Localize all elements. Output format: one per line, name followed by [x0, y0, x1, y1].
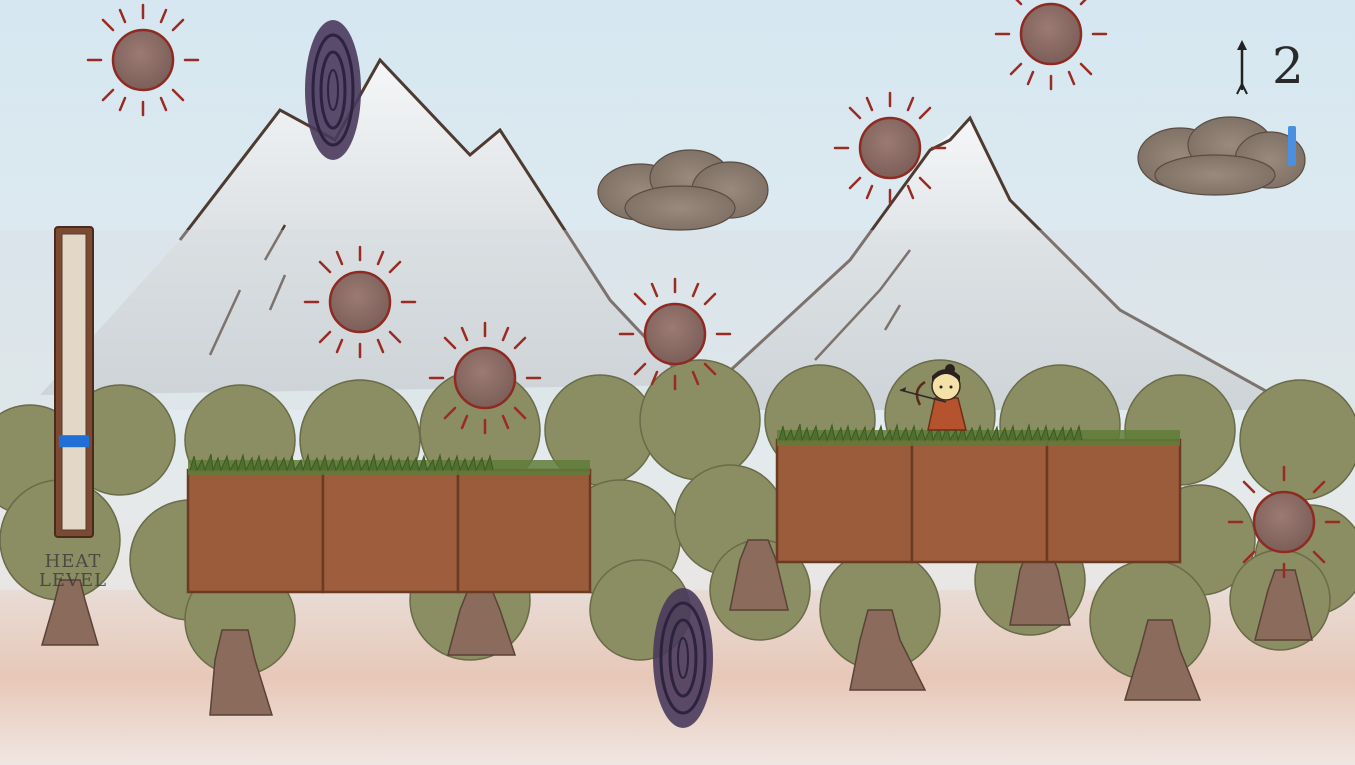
portal-bottom: [653, 588, 713, 728]
arrow-counter: 2: [1232, 37, 1312, 98]
heat-label-line2: LEVEL: [38, 570, 108, 591]
blue-indicator: [1288, 126, 1296, 166]
sun-hazard: [111, 2, 1316, 554]
heat-level-marker: [59, 435, 89, 448]
sun-rays: [86, 0, 1341, 579]
heat-label-line1: HEAT: [44, 551, 102, 572]
portal-top: [305, 20, 361, 160]
heat-level-label: HEAT LEVEL: [28, 552, 118, 590]
arrow-count: 2: [1272, 37, 1304, 95]
platform-left: [186, 453, 592, 594]
cloud-top-right: [1137, 116, 1306, 196]
tree-trunks: [41, 539, 1313, 716]
mountain-left: [40, 57, 692, 395]
arrow-icon: [1236, 40, 1248, 95]
heat-meter: [54, 226, 94, 538]
player-archer: [899, 364, 967, 431]
platform-right: [775, 423, 1182, 564]
heat-meter-track: [61, 233, 87, 531]
mountain-right: [718, 115, 1301, 412]
cloud-middle: [597, 149, 769, 231]
